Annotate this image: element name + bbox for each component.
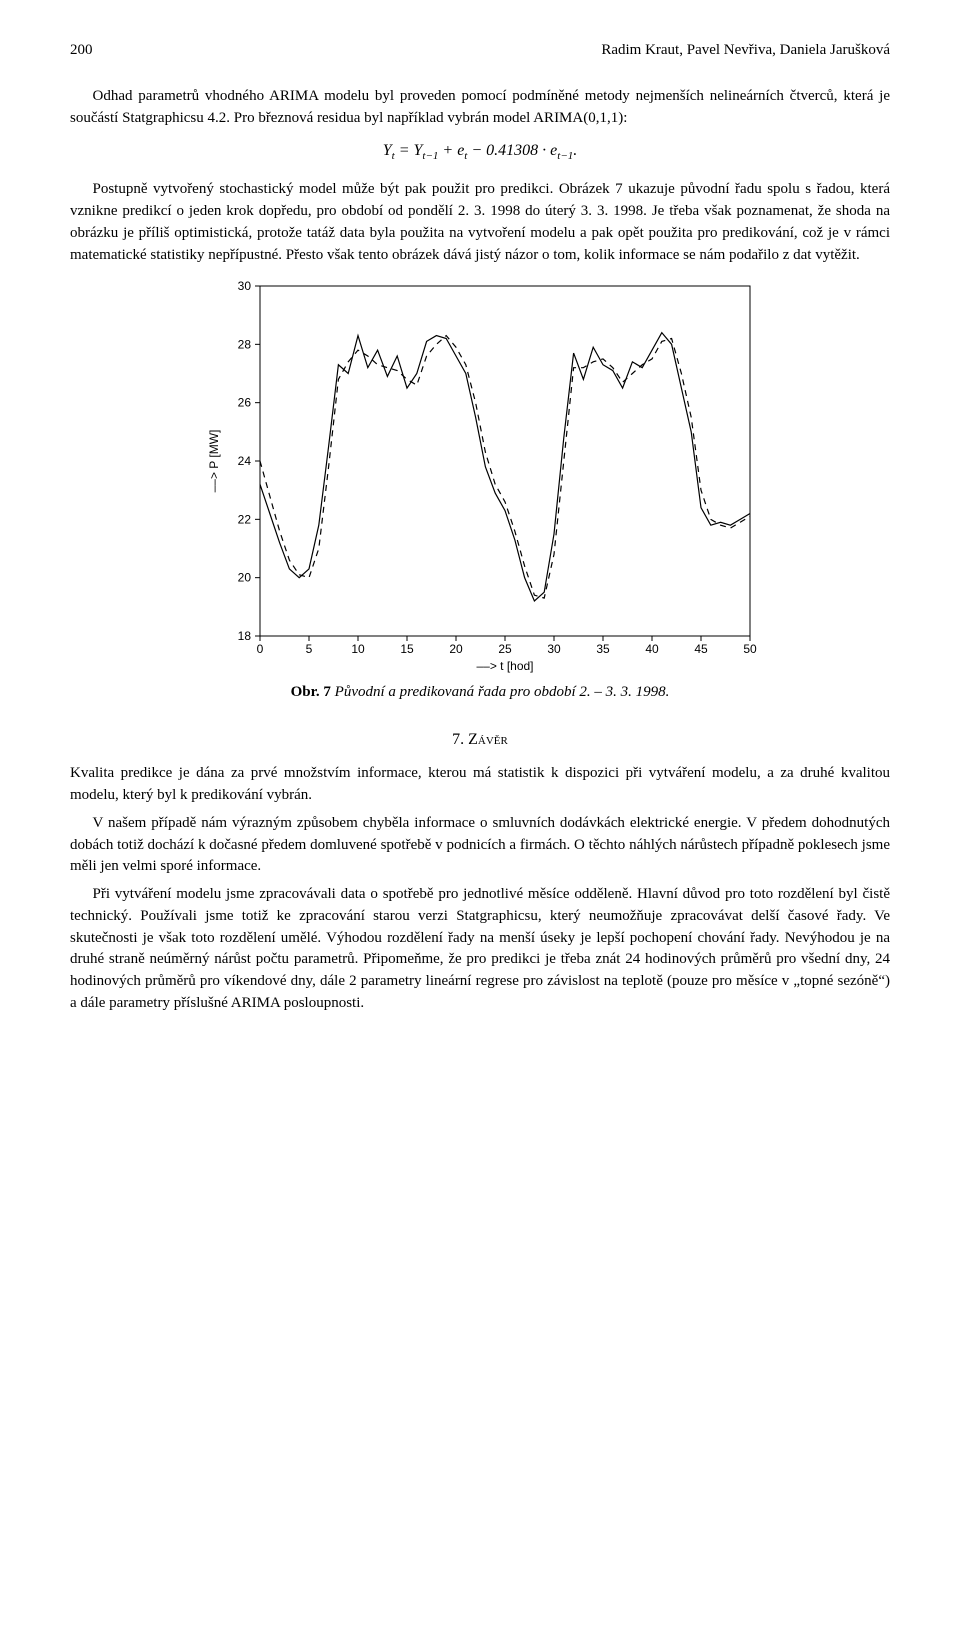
svg-text:18: 18 bbox=[238, 629, 252, 643]
svg-text:10: 10 bbox=[351, 642, 365, 656]
svg-text:40: 40 bbox=[645, 642, 659, 656]
page-number: 200 bbox=[70, 40, 93, 62]
figure-7-caption: Obr. 7 Původní a predikovaná řada pro ob… bbox=[70, 682, 890, 704]
svg-text:30: 30 bbox=[238, 279, 252, 293]
svg-text:35: 35 bbox=[596, 642, 610, 656]
svg-text:15: 15 bbox=[400, 642, 414, 656]
paragraph-4: V našem případě nám výrazným způsobem ch… bbox=[70, 813, 890, 878]
svg-text:5: 5 bbox=[306, 642, 313, 656]
svg-text:26: 26 bbox=[238, 396, 252, 410]
svg-text:0: 0 bbox=[257, 642, 264, 656]
authors: Radim Kraut, Pavel Nevřiva, Daniela Jaru… bbox=[601, 40, 890, 62]
caption-label: Obr. 7 bbox=[291, 684, 331, 700]
paragraph-1: Odhad parametrů vhodného ARIMA modelu by… bbox=[70, 86, 890, 130]
paragraph-3: Kvalita predikce je dána za prvé množstv… bbox=[70, 763, 890, 807]
paragraph-5: Při vytváření modelu jsme zpracovávali d… bbox=[70, 884, 890, 1015]
section-name: Závěr bbox=[468, 731, 508, 748]
svg-text:25: 25 bbox=[498, 642, 512, 656]
svg-text:20: 20 bbox=[449, 642, 463, 656]
page-header: 200 Radim Kraut, Pavel Nevřiva, Daniela … bbox=[70, 40, 890, 62]
svg-text:24: 24 bbox=[238, 454, 252, 468]
svg-text:50: 50 bbox=[743, 642, 757, 656]
svg-text:––> t [hod]: ––> t [hod] bbox=[476, 659, 533, 673]
section-number: 7. bbox=[452, 731, 464, 748]
svg-text:30: 30 bbox=[547, 642, 561, 656]
paragraph-2: Postupně vytvořený stochastický model mů… bbox=[70, 179, 890, 266]
section-title: 7. Závěr bbox=[70, 728, 890, 751]
figure-7-chart: 0 5 10 15 20 25 30 35 40 45 50 18 20 22 24 26 28 30 ––> t … bbox=[200, 276, 760, 676]
svg-text:45: 45 bbox=[694, 642, 708, 656]
equation: Yt = Yt−1 + et − 0.41308 · et−1. bbox=[70, 139, 890, 165]
svg-text:28: 28 bbox=[238, 338, 252, 352]
svg-text:22: 22 bbox=[238, 513, 252, 527]
svg-text:20: 20 bbox=[238, 571, 252, 585]
caption-text: Původní a predikovaná řada pro období 2.… bbox=[335, 684, 670, 700]
svg-text:––> P [MW]: ––> P [MW] bbox=[207, 430, 221, 493]
